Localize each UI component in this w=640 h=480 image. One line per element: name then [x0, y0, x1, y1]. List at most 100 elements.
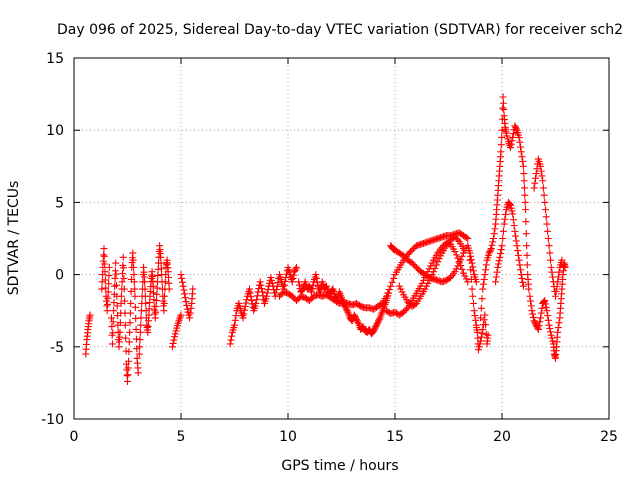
- data-point: [527, 297, 535, 305]
- data-point: [124, 364, 132, 372]
- data-point: [532, 320, 540, 328]
- data-point: [170, 336, 178, 344]
- data-point: [113, 302, 121, 310]
- data-point: [398, 288, 406, 296]
- data-point: [124, 377, 131, 385]
- data-point: [542, 303, 550, 311]
- x-tick-label: 15: [386, 429, 404, 445]
- data-point: [109, 318, 117, 326]
- data-point: [530, 184, 538, 192]
- data-point: [435, 255, 443, 263]
- data-point: [499, 227, 507, 235]
- data-point: [558, 256, 566, 264]
- data-point: [116, 328, 124, 336]
- data-point: [109, 340, 117, 348]
- data-point: [552, 292, 559, 300]
- x-axis: 0 5 10 15 20 25: [70, 58, 618, 445]
- data-point: [232, 312, 240, 320]
- data-point: [168, 343, 176, 351]
- data-point: [121, 297, 129, 305]
- data-point: [454, 254, 462, 262]
- data-point: [544, 316, 552, 324]
- data-point: [503, 132, 511, 140]
- data-point: [512, 123, 520, 131]
- data-point: [308, 285, 316, 293]
- data-point: [387, 282, 395, 290]
- data-point: [492, 273, 500, 281]
- data-point: [146, 299, 154, 307]
- data-point: [373, 320, 381, 328]
- data-point: [545, 242, 553, 250]
- data-point: [554, 278, 562, 286]
- data-point: [543, 220, 551, 228]
- data-point: [507, 144, 515, 152]
- data-point: [497, 148, 505, 156]
- data-point: [353, 317, 361, 325]
- data-point: [129, 256, 137, 264]
- data-point: [487, 246, 495, 254]
- data-point: [101, 260, 109, 268]
- data-point: [121, 321, 129, 329]
- data-point: [280, 281, 288, 289]
- data-point: [482, 261, 490, 269]
- data-point: [372, 323, 380, 331]
- data-point: [136, 343, 144, 351]
- data-point: [263, 292, 271, 300]
- data-point: [482, 266, 490, 274]
- data-point: [428, 259, 436, 267]
- data-point: [100, 245, 108, 253]
- data-point: [245, 285, 253, 293]
- data-point: [268, 276, 276, 284]
- data-point: [508, 207, 516, 215]
- data-point: [122, 334, 130, 342]
- data-point: [494, 260, 502, 268]
- data-point: [474, 346, 482, 354]
- data-point: [118, 278, 126, 286]
- data-point: [313, 274, 321, 282]
- data-point: [179, 282, 187, 290]
- data-point: [464, 235, 472, 242]
- data-point: [98, 285, 106, 293]
- data-point: [290, 271, 298, 279]
- data-point: [541, 297, 549, 305]
- data-point: [488, 241, 496, 249]
- data-point: [502, 210, 510, 218]
- data-point: [469, 299, 477, 307]
- data-point: [295, 281, 303, 289]
- data-point: [131, 285, 139, 293]
- data-point: [246, 289, 254, 297]
- data-point: [104, 294, 112, 302]
- data-point: [104, 300, 112, 308]
- data-series: [82, 93, 569, 385]
- x-tick-label: 5: [177, 429, 186, 445]
- data-point: [531, 179, 539, 187]
- data-point: [554, 328, 562, 336]
- data-point: [422, 282, 430, 290]
- data-point: [181, 290, 189, 298]
- data-point: [509, 133, 517, 141]
- x-axis-label: GPS time / hours: [281, 458, 398, 474]
- data-point: [161, 278, 169, 286]
- data-point: [437, 252, 445, 260]
- data-point: [509, 210, 517, 218]
- data-point: [489, 235, 497, 242]
- data-point: [482, 321, 490, 329]
- data-point: [478, 329, 486, 337]
- data-point: [542, 206, 550, 214]
- data-point: [281, 277, 289, 285]
- data-point: [177, 311, 185, 319]
- data-point: [247, 293, 255, 301]
- data-point: [553, 283, 561, 291]
- data-point: [539, 184, 547, 192]
- data-point: [547, 256, 555, 264]
- data-point: [385, 286, 393, 294]
- data-point: [430, 268, 438, 276]
- data-point: [484, 331, 492, 339]
- data-point: [516, 261, 524, 269]
- data-point: [532, 170, 540, 178]
- data-point: [150, 289, 158, 297]
- data-point: [424, 279, 432, 287]
- data-point: [461, 272, 469, 280]
- data-point: [507, 204, 515, 212]
